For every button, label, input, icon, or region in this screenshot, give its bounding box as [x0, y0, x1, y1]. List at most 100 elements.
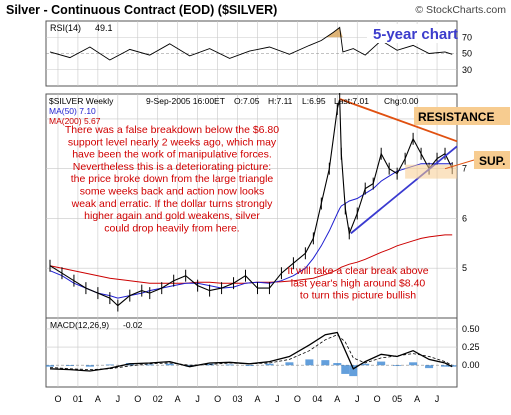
annotation-line: support level nearly 2 weeks ago, which …: [68, 136, 277, 148]
x-tick-label: A: [95, 394, 101, 404]
macd-histogram-bar: [393, 365, 402, 367]
macd-histogram-bar: [165, 363, 174, 366]
break-annotation-line: It will take a clear break above: [287, 265, 428, 277]
macd-histogram-bar: [225, 364, 234, 366]
price-legend-open: O:7.05: [234, 96, 260, 106]
macd-histogram-bar: [425, 365, 434, 369]
macd-histogram-bar: [305, 359, 314, 366]
x-tick-label: O: [294, 394, 301, 404]
annotation-line: some weeks back and action now looks: [80, 186, 264, 198]
x-tick-label: 01: [73, 394, 83, 404]
macd-layer: [45, 331, 457, 377]
x-tick-label: J: [195, 394, 200, 404]
x-tick-label: O: [214, 394, 221, 404]
price-line: [49, 98, 453, 307]
macd-histogram-bar: [321, 360, 330, 366]
macd-panel: [45, 317, 458, 388]
annotation-line: could drop heavily from here.: [104, 222, 239, 234]
x-tick-label: A: [175, 394, 181, 404]
annotation-line: higher again and gold weakens, silver: [84, 210, 260, 222]
macd-histogram-bar: [341, 365, 350, 374]
x-tick-label: J: [435, 394, 440, 404]
support-band: [405, 164, 457, 179]
price-panel: [45, 93, 458, 319]
resistance-box: [414, 107, 510, 125]
x-tick-label: J: [355, 394, 360, 404]
macd-histogram-bar: [145, 364, 154, 366]
ma200-line: [49, 234, 453, 284]
y-tick-label: 50: [462, 49, 472, 59]
annotation-line: the price broke down from the large tria…: [71, 173, 274, 185]
y-tick-label: 0.25: [462, 342, 480, 352]
grid-lines: [46, 21, 457, 387]
tick-labels: O01AJO02AJO03AJO04AJO05AJ70503087650.500…: [54, 32, 479, 404]
x-tick-label: 03: [233, 394, 243, 404]
x-tick-label: O: [134, 394, 141, 404]
macd-histogram-bar: [285, 362, 294, 366]
y-tick-label: 6: [462, 213, 467, 223]
y-tick-label: 5: [462, 263, 467, 273]
x-tick-label: O: [54, 394, 61, 404]
x-tick-label: 05: [392, 394, 402, 404]
x-tick-label: 04: [312, 394, 322, 404]
support-trendline: [350, 145, 458, 235]
macd-histogram-bar: [65, 365, 74, 367]
price-legend-chg: Chg:0.00: [384, 96, 419, 106]
macd-histogram-bar: [409, 362, 418, 366]
macd-histogram-bar: [349, 365, 358, 377]
macd-histogram-bar: [441, 365, 450, 367]
macd-histogram-bar: [377, 361, 386, 366]
rsi-line: [49, 26, 453, 61]
resistance-trendline: [339, 98, 458, 143]
y-tick-label: 0.50: [462, 324, 480, 334]
ma200-legend: MA(200) 5.67: [49, 116, 101, 126]
y-tick-label: 30: [462, 65, 472, 75]
macd-histogram-bar: [265, 363, 274, 366]
x-tick-label: A: [254, 394, 260, 404]
x-tick-label: J: [116, 394, 121, 404]
annotation-line: weak and erratic. If the dollar turns st…: [71, 198, 274, 210]
macd-histogram-bar: [105, 364, 114, 366]
macd-histogram-bar: [245, 365, 254, 367]
break-annotation-line: last year's high around $8.40: [291, 277, 426, 289]
y-tick-label: 70: [462, 32, 472, 42]
badge-box: [367, 24, 453, 43]
rsi-label: RSI(14): [50, 23, 81, 33]
price-layer: [49, 93, 475, 312]
chart-title: Silver - Continuous Contract (EOD) ($SIL…: [6, 3, 277, 17]
macd-value: -0.02: [123, 320, 143, 330]
rsi-layer: [49, 26, 453, 61]
price-legend-low: L:6.95: [302, 96, 326, 106]
price-legend-name: $SILVER Weekly: [49, 96, 114, 106]
support-box: [474, 151, 510, 169]
price-legend-last: Last:7.01: [334, 96, 369, 106]
macd-label: MACD(12,26,9): [50, 320, 109, 330]
badge-text: 5-year chart: [373, 26, 458, 43]
macd-histogram-bar: [185, 365, 194, 367]
price-legend-high: H:7.11: [268, 96, 293, 106]
annotation-line: There was a false breakdown below the $6…: [65, 124, 279, 136]
macd-histogram-bar: [45, 365, 54, 367]
price-legend-date: 9-Sep-2005 16:00ET: [146, 96, 225, 106]
break-annotation-line: to turn this picture bullish: [300, 290, 416, 302]
y-tick-label: 7: [462, 164, 467, 174]
macd-signal-line: [49, 334, 453, 371]
support-label: SUP.: [479, 154, 505, 168]
annotation-line: Nevertheless this is a deteriorating pic…: [73, 161, 271, 173]
rsi-value: 49.1: [95, 23, 113, 33]
x-tick-label: A: [414, 394, 420, 404]
macd-histogram-bar: [333, 363, 342, 366]
macd-histogram-bar: [85, 365, 94, 367]
x-tick-label: A: [334, 394, 340, 404]
x-tick-label: 02: [153, 394, 163, 404]
macd-histogram-bar: [361, 363, 370, 366]
watermark: © StockCharts.com: [415, 4, 506, 16]
macd-histogram-bar: [448, 365, 457, 367]
macd-line: [49, 331, 453, 372]
y-tick-label: 0.00: [462, 360, 480, 370]
support-pointer: [444, 159, 475, 170]
ma50-legend: MA(50) 7.10: [49, 106, 96, 116]
annotation-line: have been the work of manipulative force…: [72, 149, 272, 161]
